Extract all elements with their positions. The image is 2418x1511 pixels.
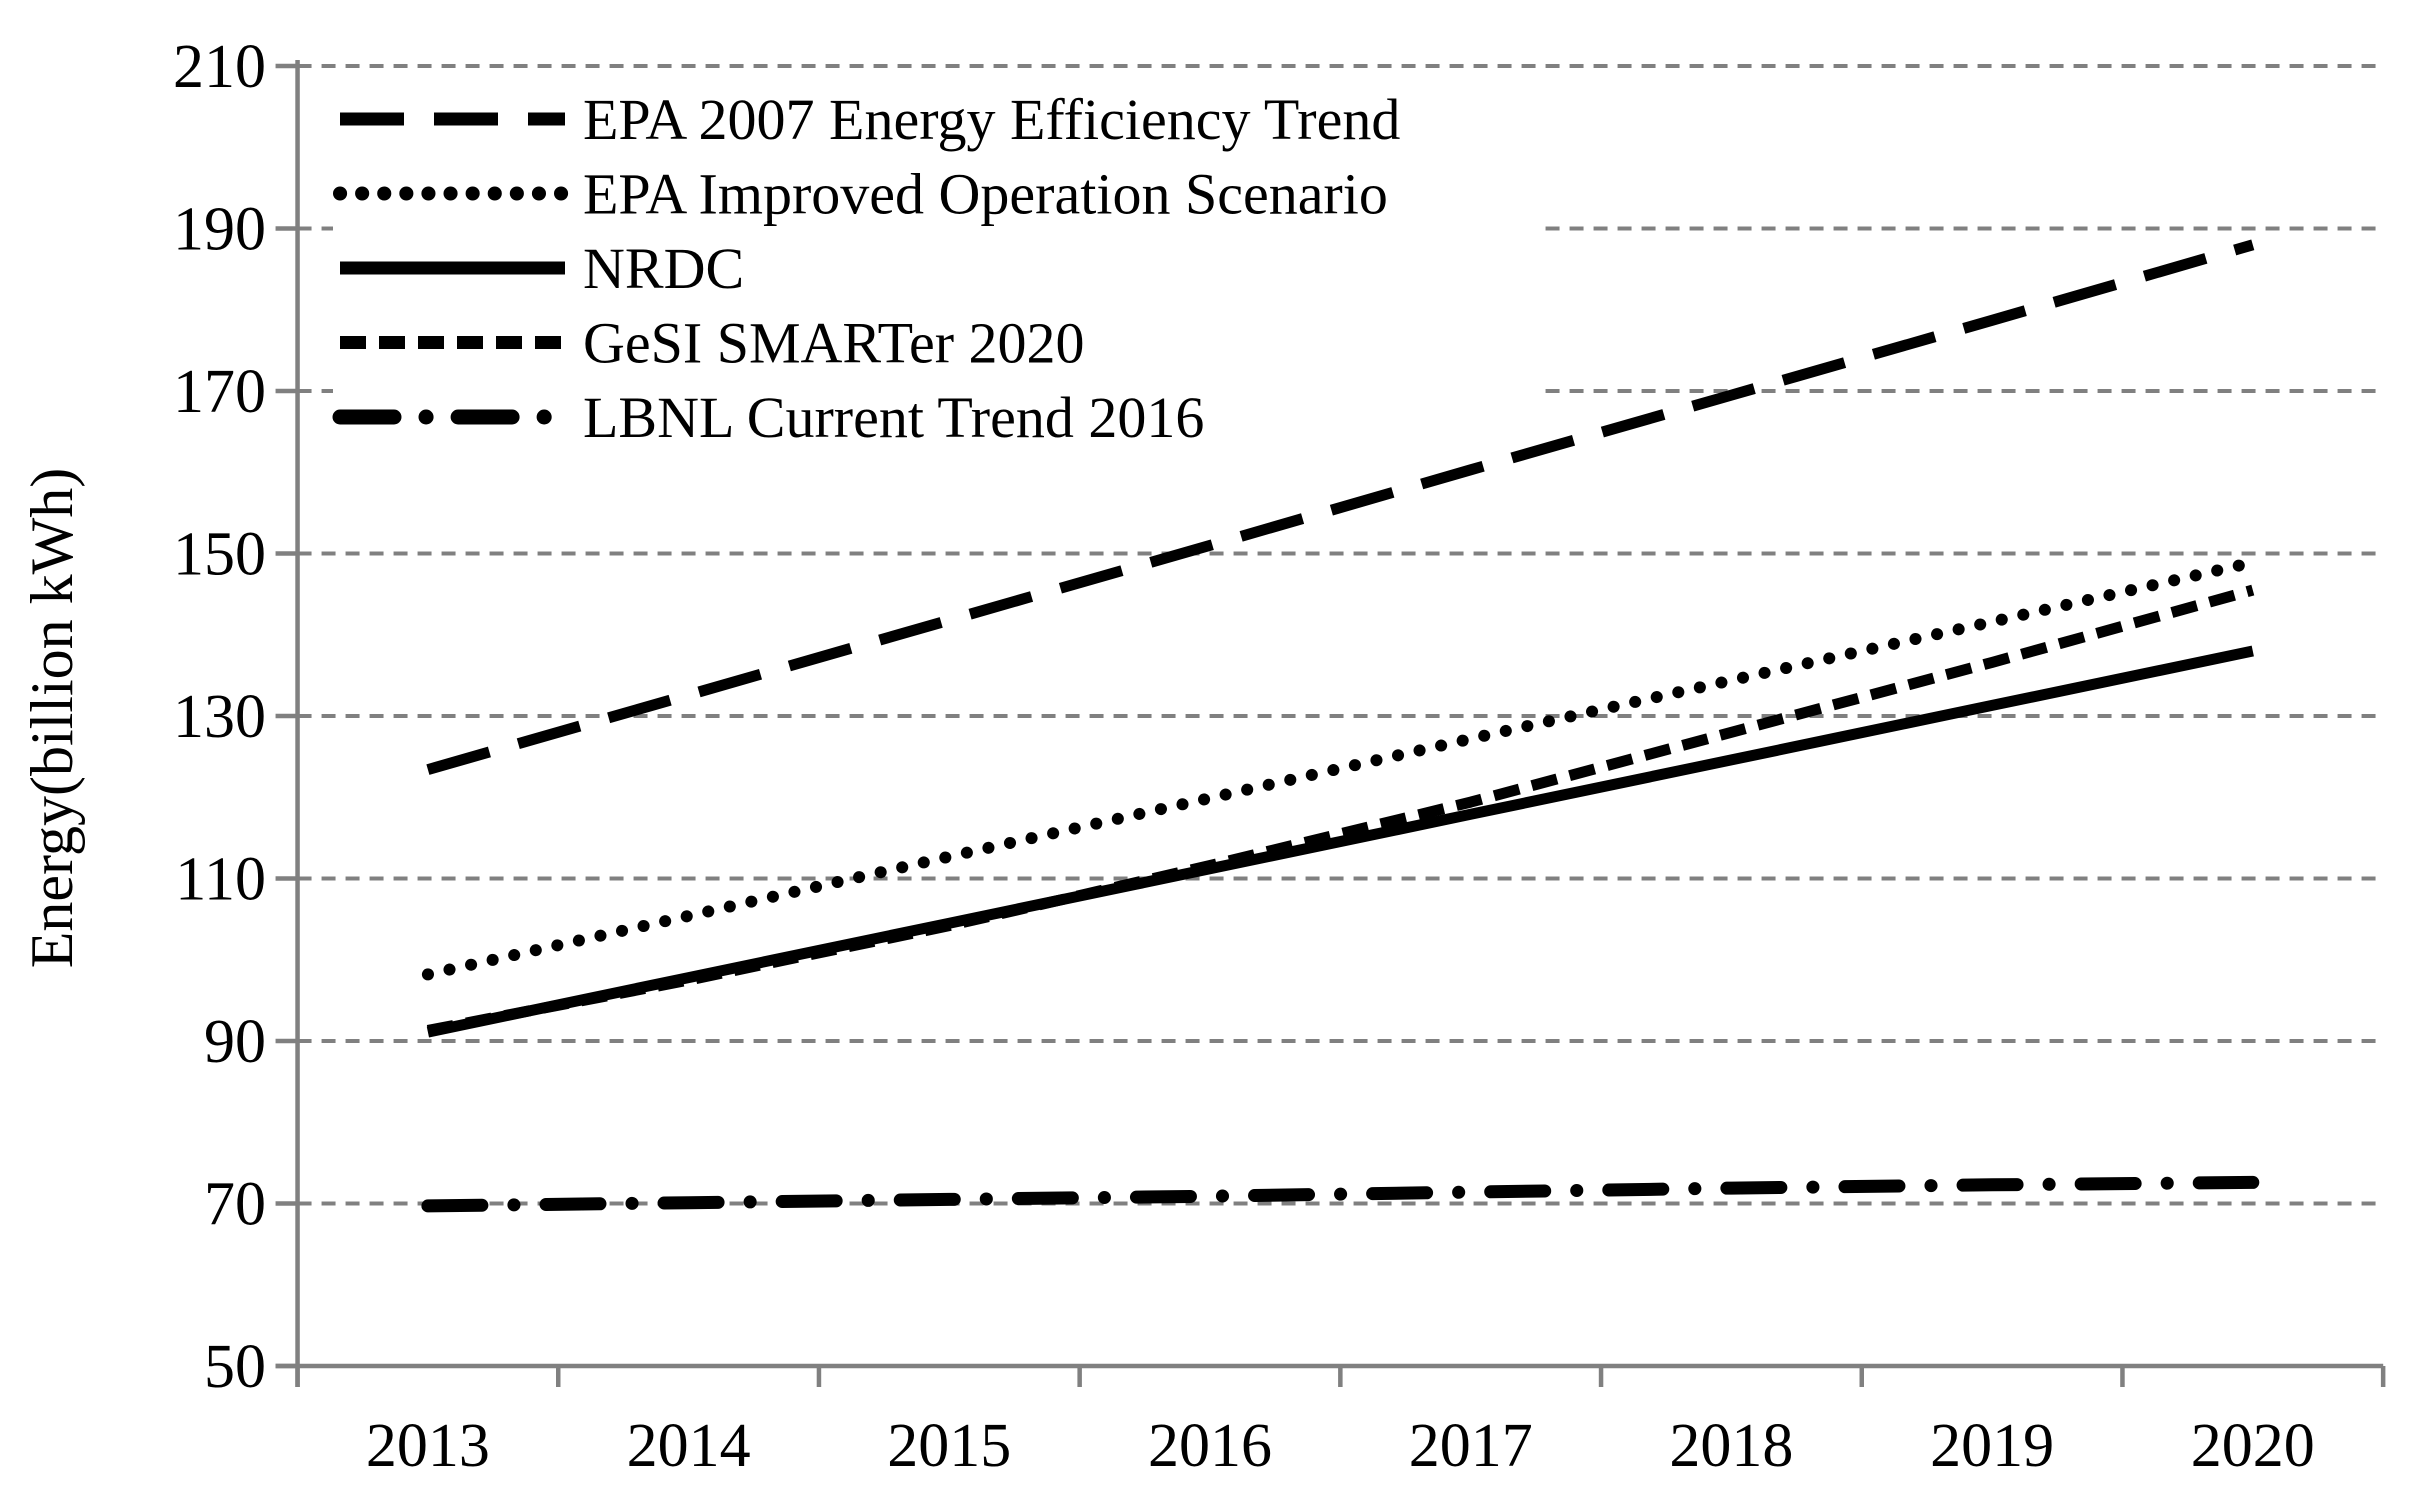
legend-label: NRDC [583, 236, 744, 301]
y-tick-label-170: 170 [173, 358, 266, 426]
legend-item: EPA 2007 Energy Efficiency Trend [340, 87, 1400, 152]
legend-item: EPA Improved Operation Scenario [333, 162, 1388, 227]
legend-item: GeSI SMARTer 2020 [340, 311, 1085, 376]
x-tick-label-2016: 2016 [1148, 1412, 1272, 1480]
y-tick-label-150: 150 [173, 521, 266, 589]
x-tick-label-2015: 2015 [887, 1412, 1011, 1480]
tick-labels: 50 70 90 110 130 150 170 190 210 2013 2014 2015 2016… [173, 33, 2315, 1480]
y-tick-label-190: 190 [173, 196, 266, 264]
y-tick-label-210: 210 [173, 33, 266, 101]
series-line-gesi-smarter-2020 [426, 584, 2255, 1036]
x-tick-label-2018: 2018 [1669, 1412, 1793, 1480]
y-tick-label-110: 110 [175, 846, 266, 914]
series-line-nrdc [426, 645, 2254, 1038]
series-line-lbnl-current-trend-2016 [421, 1175, 2260, 1213]
x-tick-label-2014: 2014 [627, 1412, 751, 1480]
series-line-epa-improved-operation-scenario [421, 556, 2259, 981]
y-tick-label-90: 90 [204, 1008, 266, 1076]
legend: EPA 2007 Energy Efficiency Trend EPA Impr… [332, 76, 1538, 468]
y-tick-label-70: 70 [204, 1171, 266, 1239]
x-tick-label-2017: 2017 [1409, 1412, 1533, 1480]
legend-item: NRDC [340, 236, 744, 301]
axes [275, 60, 2386, 1387]
legend-label: EPA 2007 Energy Efficiency Trend [583, 87, 1400, 152]
series-lines [421, 239, 2260, 1213]
x-tick-label-2019: 2019 [1930, 1412, 2054, 1480]
legend-label: LBNL Current Trend 2016 [583, 385, 1204, 450]
x-tick-label-2013: 2013 [366, 1412, 490, 1480]
series-line-epa-2007-energy-efficiency-trend [426, 239, 2255, 775]
legend-label: GeSI SMARTer 2020 [583, 311, 1085, 376]
y-axis-title: Energy(billion kWh) [19, 468, 85, 968]
y-tick-label-50: 50 [204, 1333, 266, 1401]
legend-item: LBNL Current Trend 2016 [332, 385, 1204, 450]
x-tick-label-2020: 2020 [2191, 1412, 2315, 1480]
y-tick-label-130: 130 [173, 683, 266, 751]
legend-label: EPA Improved Operation Scenario [583, 162, 1388, 227]
